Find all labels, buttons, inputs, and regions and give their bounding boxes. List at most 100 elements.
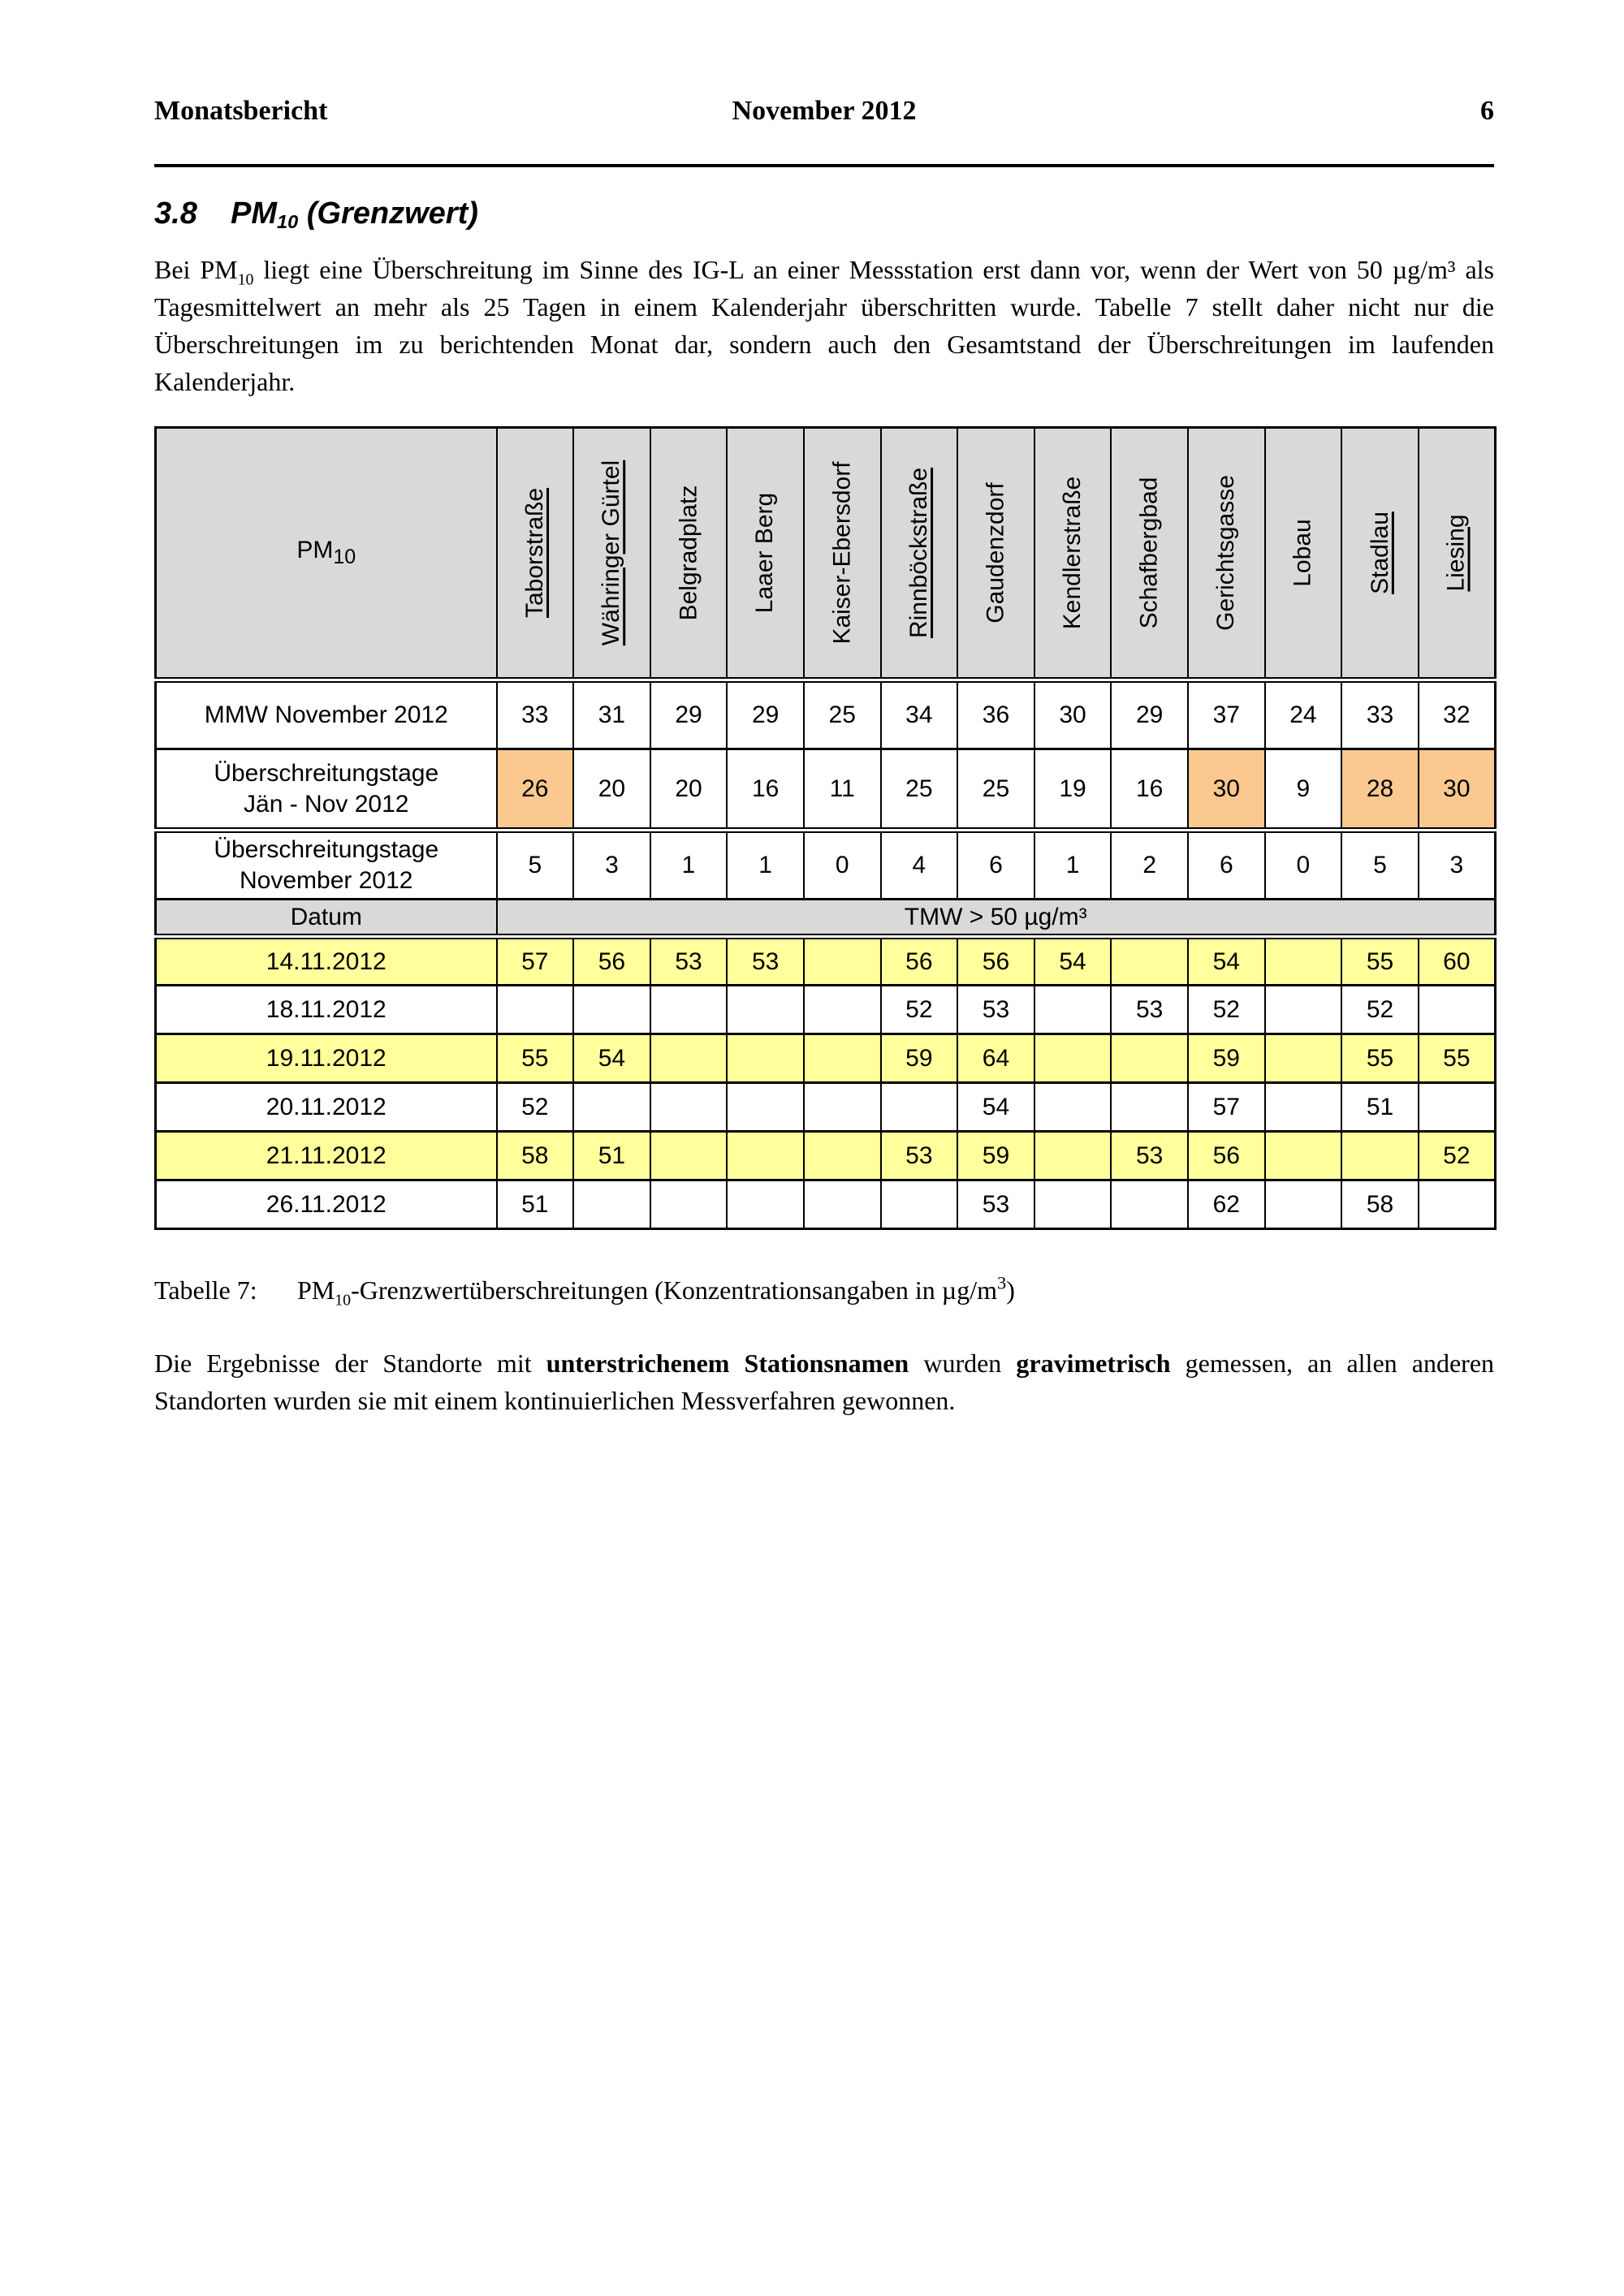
datum-row: Datum TMW > 50 µg/m³ [154,898,1497,939]
date-cell: 18.11.2012 [154,984,498,1035]
value-cell [802,935,882,986]
value-cell: 60 [1417,935,1497,986]
value-cell: 53 [957,1179,1035,1230]
value-cell [1417,984,1497,1035]
value-cell [726,1033,805,1084]
value-cell: 55 [1417,1033,1497,1084]
value-cell [726,1081,805,1133]
date-cell: 26.11.2012 [154,1179,498,1230]
value-cell: 1 [649,829,728,900]
value-cell [1341,1130,1419,1181]
value-cell: 5 [495,829,575,900]
value-cell [802,1033,882,1084]
row-label: MMW November 2012 [154,679,498,750]
date-cell: 19.11.2012 [154,1033,498,1084]
value-cell: 58 [1341,1179,1419,1230]
station-name: Stadlau [1366,511,1393,594]
value-cell [649,1179,728,1230]
station-header: Kendlerstraße [1033,426,1112,683]
value-cell: 59 [1186,1033,1266,1084]
tmw-merged-cell: TMW > 50 µg/m³ [495,898,1497,939]
station-header: Schafbergbad [1110,426,1189,683]
value-cell [1033,1130,1112,1181]
value-cell [572,1081,651,1133]
value-cell: 52 [1417,1130,1497,1181]
value-cell [495,984,575,1035]
value-cell [1263,1179,1343,1230]
date-row: 14.11.2012 57 56 53 53 56 56 54 54 55 60 [154,935,1497,986]
value-cell: 33 [1341,679,1419,750]
value-cell [1033,1081,1112,1133]
station-header: Kaiser-Ebersdorf [802,426,882,683]
value-cell: 52 [879,984,959,1035]
value-cell: 25 [879,748,959,833]
value-cell: 28 [1341,748,1419,833]
table-corner-cell: PM10 [154,426,498,683]
value-cell: 3 [1417,829,1497,900]
station-header: Liesing [1417,426,1497,683]
station-header-row: PM10 Taborstraße Währinger Gürtel Belgradpl… [154,426,1497,683]
section-heading: 3.8 PM10 (Grenzwert) [154,196,1494,231]
value-cell: 34 [879,679,959,750]
value-cell: 16 [726,748,805,833]
station-name: Kendlerstraße [1059,476,1086,630]
station-name: Belgradplatz [675,485,702,621]
value-cell [1110,1081,1189,1133]
value-cell: 24 [1263,679,1343,750]
value-cell: 25 [802,679,882,750]
value-cell: 51 [1341,1081,1419,1133]
value-cell [1033,984,1112,1035]
value-cell [1417,1081,1497,1133]
value-cell: 54 [1033,935,1112,986]
value-cell: 52 [495,1081,575,1133]
station-header: Belgradplatz [649,426,728,683]
value-cell: 31 [572,679,651,750]
value-cell [1263,1081,1343,1133]
value-cell: 1 [726,829,805,900]
table-caption: Tabelle 7: PM10-Grenzwertüberschreitungen… [154,1274,1494,1308]
value-cell [802,1130,882,1181]
value-cell: 54 [1186,935,1266,986]
station-name: Rinnböckstraße [905,467,932,639]
value-cell: 51 [572,1130,651,1181]
value-cell [649,984,728,1035]
value-cell: 53 [726,935,805,986]
date-cell: 21.11.2012 [154,1130,498,1181]
header-title-left: Monatsbericht [154,96,328,126]
header-title-center: November 2012 [732,96,917,126]
value-cell: 6 [957,829,1035,900]
value-cell: 33 [495,679,575,750]
value-cell: 57 [1186,1081,1266,1133]
value-cell: 56 [879,935,959,986]
date-cell: 20.11.2012 [154,1081,498,1133]
value-cell: 52 [1341,984,1419,1035]
summary-row: MMW November 2012 33 31 29 29 25 34 36 30 29 37 24 3… [154,679,1497,750]
value-cell: 32 [1417,679,1497,750]
date-row: 21.11.2012 58 51 53 59 53 56 52 [154,1130,1497,1181]
station-name: Währinger Gürtel [598,460,625,646]
row-label: Überschreitungstage Jän - Nov 2012 [154,748,498,833]
value-cell [879,1179,959,1230]
value-cell [726,1130,805,1181]
value-cell: 6 [1186,829,1266,900]
datum-label: Datum [154,898,498,939]
value-cell: 11 [802,748,882,833]
value-cell [802,1179,882,1230]
value-cell: 53 [1110,984,1189,1035]
value-cell: 58 [495,1130,575,1181]
value-cell: 25 [957,748,1035,833]
value-cell: 5 [1341,829,1419,900]
station-name: Laaer Berg [751,492,779,614]
date-row: 18.11.2012 52 53 53 52 52 [154,984,1497,1035]
value-cell: 53 [649,935,728,986]
value-cell: 20 [649,748,728,833]
station-name: Schafbergbad [1135,477,1163,629]
date-row: 19.11.2012 55 54 59 64 59 55 55 [154,1033,1497,1084]
footnote-paragraph: Die Ergebnisse der Standorte mit unterst… [154,1349,1495,1415]
value-cell: 4 [879,829,959,900]
station-header: Währinger Gürtel [572,426,651,683]
value-cell [802,984,882,1035]
value-cell: 30 [1186,748,1266,833]
value-cell: 53 [1110,1130,1189,1181]
